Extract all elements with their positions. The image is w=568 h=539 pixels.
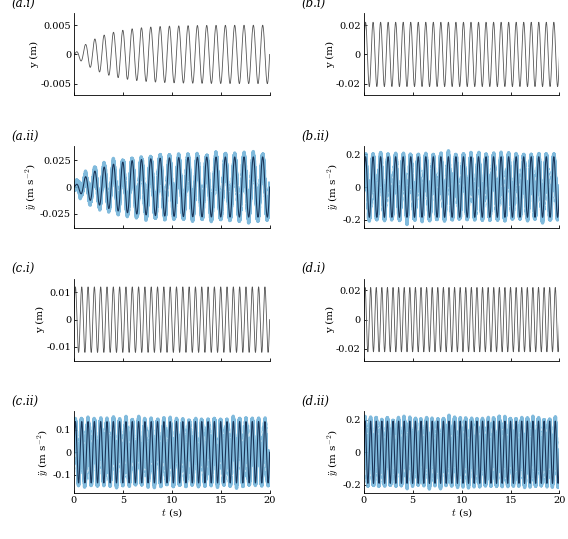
Text: (d.ii): (d.ii) xyxy=(301,395,329,408)
X-axis label: $t$ (s): $t$ (s) xyxy=(161,506,183,519)
Y-axis label: $\ddot{y}$ (m s$^{-2}$): $\ddot{y}$ (m s$^{-2}$) xyxy=(23,164,39,210)
Text: (c.ii): (c.ii) xyxy=(11,395,38,408)
Y-axis label: y (m): y (m) xyxy=(30,41,39,68)
Text: (a.i): (a.i) xyxy=(11,0,35,10)
Y-axis label: y (m): y (m) xyxy=(325,306,335,333)
Text: (b.i): (b.i) xyxy=(301,0,325,10)
Y-axis label: $\ddot{y}$ (m s$^{-2}$): $\ddot{y}$ (m s$^{-2}$) xyxy=(325,164,341,210)
Text: (c.i): (c.i) xyxy=(11,262,35,275)
Text: (d.i): (d.i) xyxy=(301,262,325,275)
Text: (a.ii): (a.ii) xyxy=(11,130,39,143)
X-axis label: $t$ (s): $t$ (s) xyxy=(450,506,473,519)
Y-axis label: y (m): y (m) xyxy=(325,41,335,68)
Y-axis label: $\ddot{y}$ (m s$^{-2}$): $\ddot{y}$ (m s$^{-2}$) xyxy=(325,429,341,475)
Text: (b.ii): (b.ii) xyxy=(301,130,329,143)
Y-axis label: y (m): y (m) xyxy=(36,306,45,333)
Y-axis label: $\ddot{y}$ (m s$^{-2}$): $\ddot{y}$ (m s$^{-2}$) xyxy=(35,429,51,475)
